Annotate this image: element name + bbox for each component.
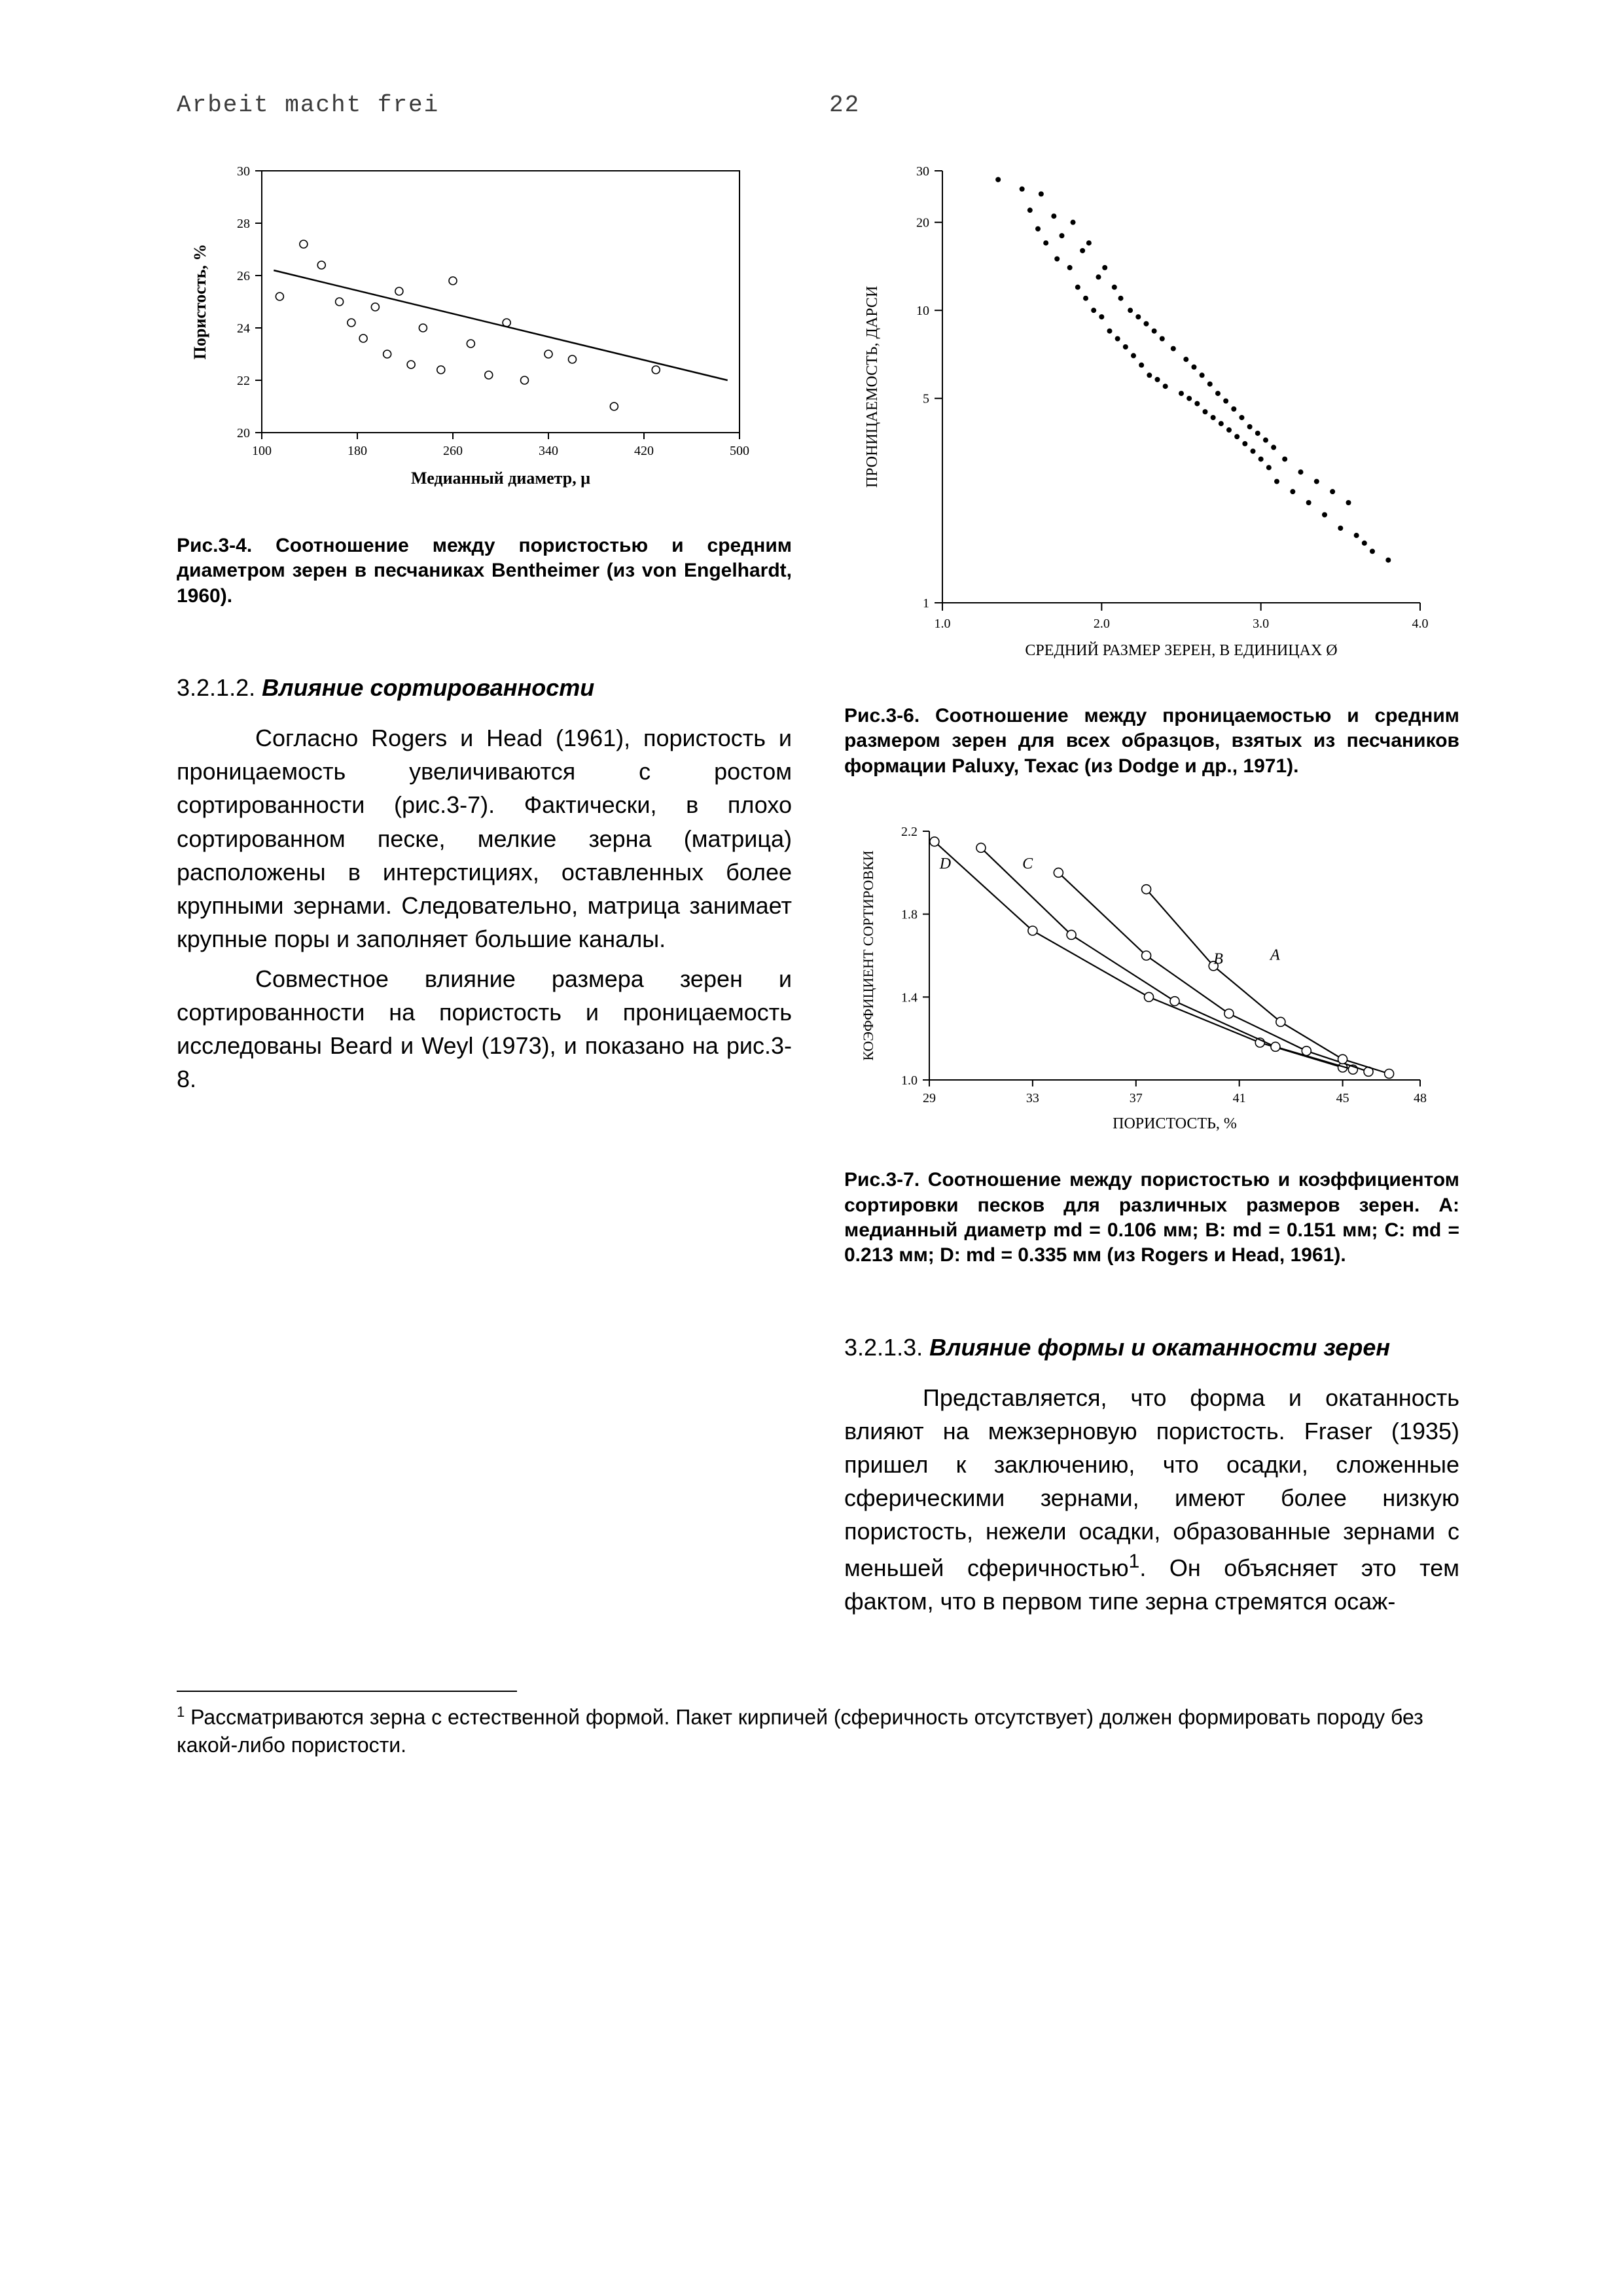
figure-3-6: 1.0 2.0 3.0 4.0 1 5 10 20 30 СРЕДНИЙ РАЗМЕР ЗЕРЕН…: [844, 158, 1459, 668]
figure-3-4-caption: Рис.3-4. Соотношение между пористостью и…: [177, 533, 792, 609]
footnote-ref: 1: [1129, 1551, 1140, 1572]
page-header: Arbeit macht frei 22: [177, 92, 1459, 118]
svg-text:3.0: 3.0: [1253, 617, 1269, 631]
section-title: Влияние сортированности: [262, 674, 594, 701]
section-3212-heading: 3.2.1.2. Влияние сортированности: [177, 674, 792, 702]
svg-text:340: 340: [539, 444, 558, 458]
svg-text:ПОРИСТОСТЬ, %: ПОРИСТОСТЬ, %: [1113, 1115, 1237, 1132]
svg-text:1.0: 1.0: [901, 1073, 918, 1088]
svg-text:ПРОНИЦАЕМОСТЬ, ДАРСИ: ПРОНИЦАЕМОСТЬ, ДАРСИ: [864, 286, 881, 488]
svg-text:4.0: 4.0: [1412, 617, 1429, 631]
footnote-rule: [177, 1691, 517, 1692]
svg-text:B: B: [1213, 951, 1223, 968]
svg-text:СРЕДНИЙ РАЗМЕР ЗЕРЕН, В ЕДИНИЦ: СРЕДНИЙ РАЗМЕР ЗЕРЕН, В ЕДИНИЦАХ Ø: [1025, 642, 1337, 659]
figure-3-4: 100 180 260 340 420 500 20 22 24 26 28 30 Медианный …: [177, 158, 792, 498]
svg-text:A: A: [1269, 947, 1280, 964]
header-left: Arbeit macht frei: [177, 92, 439, 118]
svg-text:30: 30: [237, 164, 250, 179]
section-title: Влияние формы и окатанности зерен: [929, 1334, 1390, 1361]
svg-text:29: 29: [923, 1091, 936, 1105]
page-number: 22: [829, 92, 860, 118]
svg-text:Медианный диаметр, μ: Медианный диаметр, μ: [411, 469, 590, 488]
svg-text:1.0: 1.0: [935, 617, 951, 631]
footnote-text: Рассматриваются зерна с естественной фор…: [177, 1705, 1423, 1757]
svg-text:24: 24: [237, 321, 250, 336]
figure-3-6-caption: Рис.3-6. Соотношение между проницаемость…: [844, 704, 1459, 779]
svg-text:20: 20: [916, 216, 929, 230]
footnote-marker: 1: [177, 1704, 185, 1720]
svg-text:500: 500: [730, 444, 749, 458]
svg-text:D: D: [939, 855, 951, 872]
svg-text:48: 48: [1414, 1091, 1427, 1105]
section-number: 3.2.1.3.: [844, 1334, 923, 1361]
svg-text:41: 41: [1233, 1091, 1246, 1105]
svg-text:C: C: [1022, 855, 1033, 872]
svg-text:1.4: 1.4: [901, 991, 918, 1005]
figure-3-7-caption: Рис.3-7. Соотношение между пористостью и…: [844, 1168, 1459, 1268]
footnote: 1 Рассматриваются зерна с естественной ф…: [177, 1702, 1459, 1760]
svg-text:28: 28: [237, 217, 250, 231]
svg-text:26: 26: [237, 269, 250, 283]
svg-text:33: 33: [1026, 1091, 1039, 1105]
svg-text:260: 260: [443, 444, 463, 458]
svg-text:420: 420: [634, 444, 654, 458]
left-column: 100 180 260 340 420 500 20 22 24 26 28 30 Медианный …: [177, 145, 792, 1625]
svg-text:37: 37: [1130, 1091, 1143, 1105]
svg-text:10: 10: [916, 304, 929, 318]
svg-text:Пористость, %: Пористость, %: [190, 244, 209, 360]
right-column: 1.0 2.0 3.0 4.0 1 5 10 20 30 СРЕДНИЙ РАЗМЕР ЗЕРЕН…: [844, 145, 1459, 1625]
figure-3-7: 29 33 37 41 45 48 1.0 1.4 1.8 2.2 ПОРИСТОСТЬ, % КОЭ…: [844, 818, 1459, 1132]
svg-text:1.8: 1.8: [901, 908, 918, 922]
section-3212-p2: Совместное влияние размера зерен и сорти…: [177, 962, 792, 1096]
svg-text:КОЭФФИЦИЕНТ СОРТИРОВКИ: КОЭФФИЦИЕНТ СОРТИРОВКИ: [860, 850, 876, 1060]
svg-text:2.0: 2.0: [1094, 617, 1110, 631]
svg-text:45: 45: [1336, 1091, 1349, 1105]
section-number: 3.2.1.2.: [177, 674, 255, 701]
svg-text:2.2: 2.2: [901, 825, 918, 839]
section-3213-heading: 3.2.1.3. Влияние формы и окатанности зер…: [844, 1334, 1459, 1361]
svg-text:5: 5: [923, 392, 929, 406]
svg-text:30: 30: [916, 164, 929, 179]
svg-text:20: 20: [237, 426, 250, 440]
svg-text:22: 22: [237, 374, 250, 388]
svg-text:1: 1: [923, 596, 929, 611]
svg-text:180: 180: [348, 444, 367, 458]
section-3212-p1: Согласно Rogers и Head (1961), пористост…: [177, 721, 792, 956]
section-3213-p1: Представляется, что форма и окатанность …: [844, 1381, 1459, 1619]
svg-text:100: 100: [252, 444, 272, 458]
